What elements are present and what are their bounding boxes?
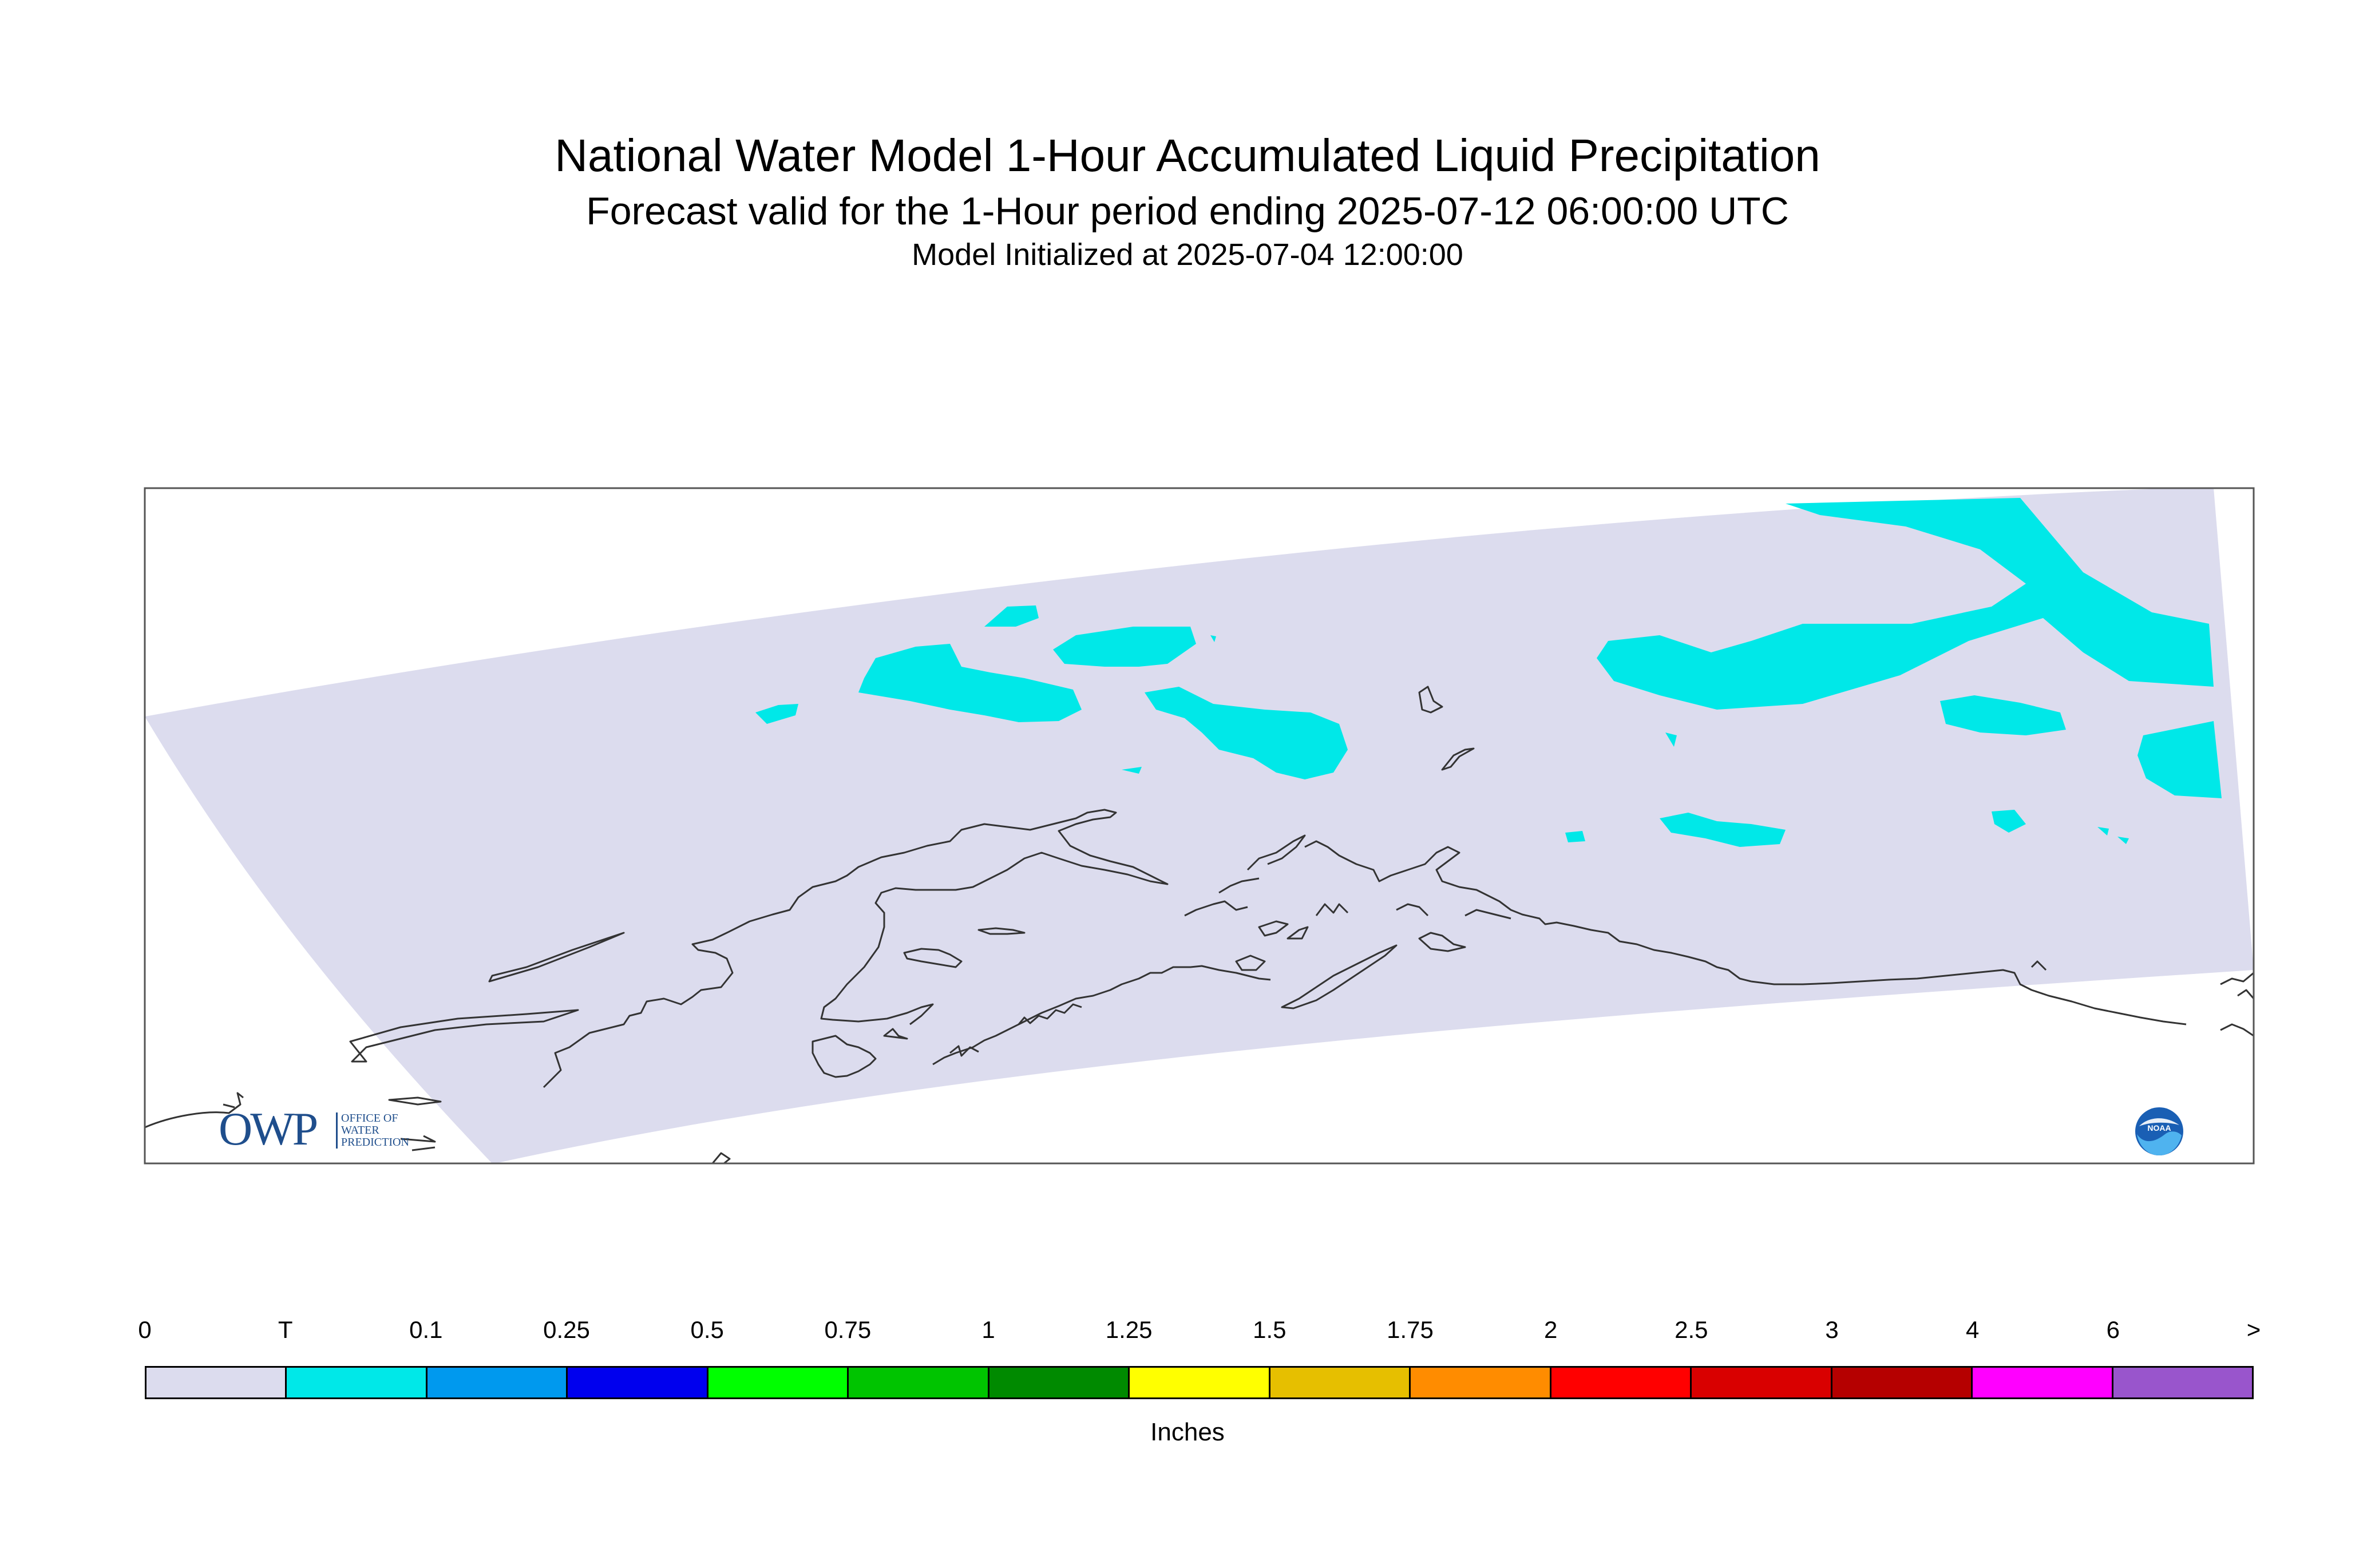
model-init-time: Model Initialized at 2025-07-04 12:00:00 bbox=[912, 237, 1463, 272]
legend-tick-label: 4 bbox=[1965, 1316, 1980, 1343]
legend-swatch bbox=[568, 1368, 708, 1397]
svg-text:NOAA: NOAA bbox=[2147, 1123, 2171, 1133]
legend-tick-label: 0.75 bbox=[824, 1316, 872, 1343]
owp-logo-text: OFFICE OF WATER PREDICTION bbox=[336, 1112, 409, 1149]
owp-logo-letters: OWP bbox=[219, 1103, 318, 1155]
legend-swatch bbox=[1692, 1368, 1832, 1397]
legend-tick-label: 1.75 bbox=[1387, 1316, 1434, 1343]
legend-swatch bbox=[708, 1368, 849, 1397]
legend-swatch bbox=[287, 1368, 428, 1397]
legend-tick-label: > bbox=[2246, 1316, 2261, 1343]
legend-tick-label: 0 bbox=[138, 1316, 152, 1343]
legend-swatch bbox=[989, 1368, 1130, 1397]
map-title: National Water Model 1-Hour Accumulated … bbox=[555, 130, 1820, 181]
legend-tick-label: 0.5 bbox=[690, 1316, 724, 1343]
legend-tick-label: T bbox=[278, 1316, 293, 1343]
legend-swatch bbox=[1411, 1368, 1551, 1397]
owp-logo-line-1: OFFICE OF bbox=[341, 1112, 398, 1124]
legend-tick-label: 2.5 bbox=[1675, 1316, 1708, 1343]
legend-tick-label: 1 bbox=[981, 1316, 995, 1343]
coastline bbox=[145, 686, 2254, 1163]
legend-tick-labels: 0 T 0.1 0.25 0.5 0.75 1 1.25 1.5 1.75 2 2.5 3 4 6 > bbox=[0, 1316, 2375, 1356]
legend-swatch bbox=[1973, 1368, 2113, 1397]
legend-tick-label: 1.5 bbox=[1253, 1316, 1287, 1343]
noaa-logo: NOAA bbox=[2135, 1107, 2183, 1155]
legend-tick-label: 0.1 bbox=[409, 1316, 443, 1343]
legend-tick-label: 6 bbox=[2106, 1316, 2120, 1343]
legend-swatch bbox=[427, 1368, 568, 1397]
precipitation-areas bbox=[755, 498, 2222, 847]
owp-logo-line-2: WATER bbox=[341, 1124, 379, 1137]
legend-swatch bbox=[147, 1368, 287, 1397]
legend-swatch bbox=[849, 1368, 989, 1397]
legend-swatch bbox=[1551, 1368, 1692, 1397]
legend-swatch bbox=[1130, 1368, 1270, 1397]
model-domain bbox=[145, 488, 2254, 1163]
legend-tick-label: 0.25 bbox=[543, 1316, 590, 1343]
owp-logo-line-3: PREDICTION bbox=[341, 1136, 409, 1149]
legend-color-bar bbox=[145, 1366, 2254, 1399]
legend-swatch bbox=[2113, 1368, 2253, 1397]
legend-swatch bbox=[1832, 1368, 1973, 1397]
legend-tick-label: 3 bbox=[1825, 1316, 1839, 1343]
legend-tick-label: 1.25 bbox=[1105, 1316, 1153, 1343]
legend-unit-label: Inches bbox=[1150, 1418, 1225, 1446]
legend-tick-label: 2 bbox=[1543, 1316, 1558, 1343]
legend-swatch bbox=[1270, 1368, 1411, 1397]
map-frame bbox=[144, 487, 2255, 1165]
map-subtitle: Forecast valid for the 1-Hour period end… bbox=[586, 189, 1789, 233]
